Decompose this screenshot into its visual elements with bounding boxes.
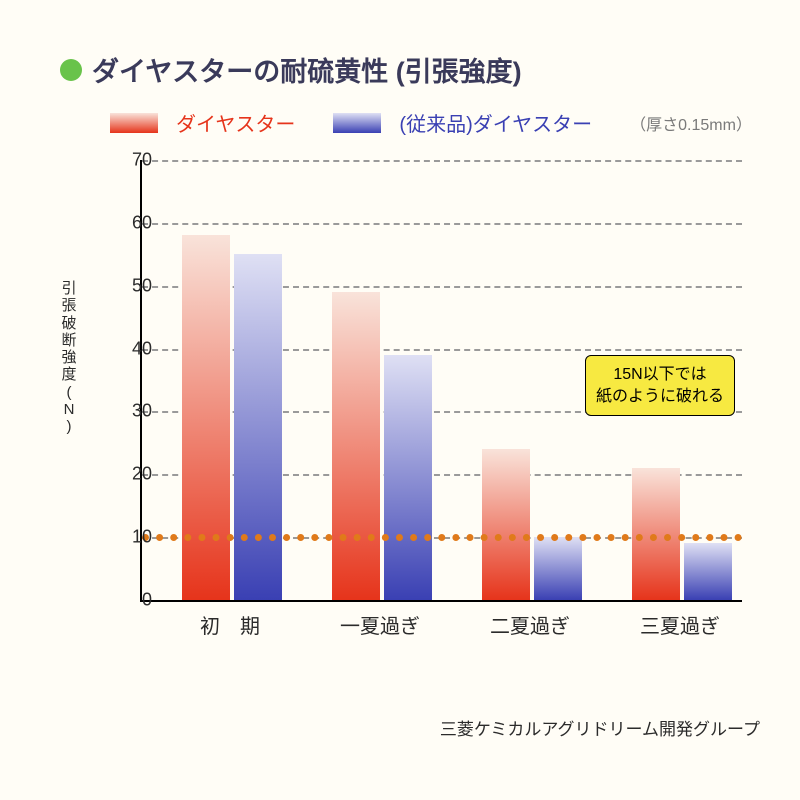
- y-tick-label: 70: [112, 150, 152, 171]
- legend: ダイヤスター (従来品)ダイヤスター （厚さ0.15mm）: [110, 108, 752, 137]
- bullet-icon: [60, 59, 82, 81]
- chart-title: ダイヤスターの耐硫黄性 (引張強度): [92, 50, 522, 89]
- gridline: [142, 223, 742, 225]
- chart-title-row: ダイヤスターの耐硫黄性 (引張強度): [60, 50, 522, 89]
- credit-line: 三菱ケミカルアグリドリーム開発グループ: [440, 715, 760, 740]
- bar: [534, 537, 582, 600]
- y-axis-title: 引張破断強度(N): [60, 280, 78, 435]
- x-tick-label: 二夏過ぎ: [460, 610, 600, 639]
- y-tick-label: 30: [112, 401, 152, 422]
- bar: [332, 292, 380, 600]
- x-tick-label: 一夏過ぎ: [310, 610, 450, 639]
- gridline: [142, 349, 742, 351]
- bar: [384, 355, 432, 600]
- page: ダイヤスターの耐硫黄性 (引張強度) ダイヤスター (従来品)ダイヤスター （厚…: [0, 0, 800, 800]
- x-tick-label: 三夏過ぎ: [610, 610, 750, 639]
- legend-swatch-a: [110, 113, 158, 133]
- bar: [482, 449, 530, 600]
- bar: [684, 543, 732, 600]
- bar: [182, 235, 230, 600]
- callout-line-2: 紙のように破れる: [596, 386, 724, 408]
- y-tick-label: 0: [112, 590, 152, 611]
- y-tick-label: 20: [112, 464, 152, 485]
- legend-note: （厚さ0.15mm）: [630, 111, 752, 135]
- plot-area: 引張破断強度(N) 15N以下では 紙のように破れる 0 10 20 30 40 50 60…: [60, 150, 760, 670]
- gridline: [142, 286, 742, 288]
- gridline: [142, 160, 742, 162]
- legend-label-a: ダイヤスター: [176, 108, 295, 137]
- y-tick-label: 10: [112, 527, 152, 548]
- callout-line-1: 15N以下では: [596, 364, 724, 386]
- callout-box: 15N以下では 紙のように破れる: [585, 355, 735, 416]
- bar: [234, 254, 282, 600]
- reference-line: [142, 534, 742, 541]
- y-tick-label: 50: [112, 275, 152, 296]
- legend-swatch-b: [333, 113, 381, 133]
- x-tick-label: 初 期: [160, 610, 300, 639]
- y-tick-label: 60: [112, 212, 152, 233]
- y-tick-label: 40: [112, 338, 152, 359]
- legend-label-b: (従来品)ダイヤスター: [399, 108, 592, 137]
